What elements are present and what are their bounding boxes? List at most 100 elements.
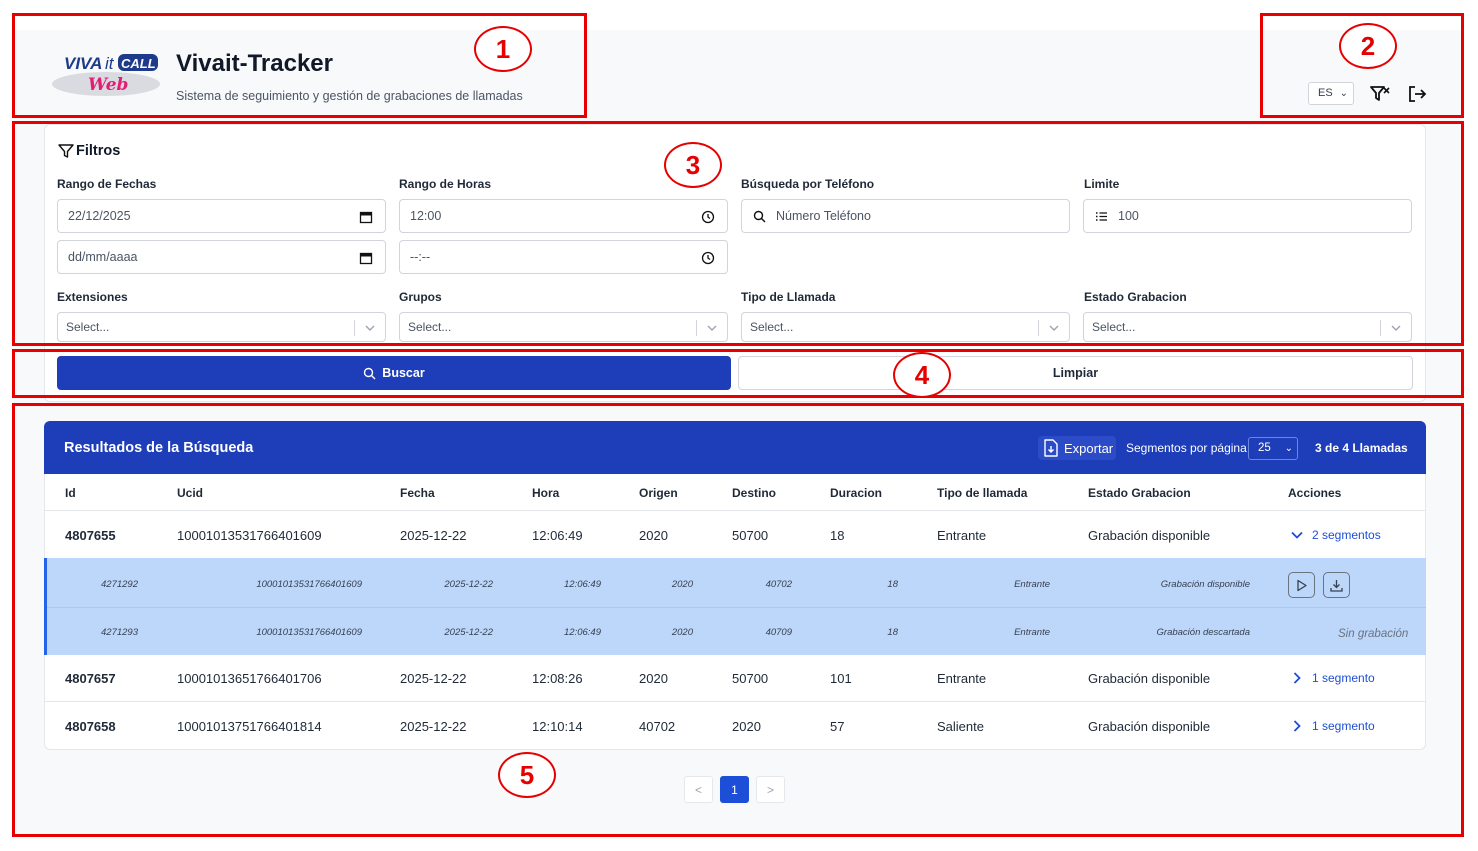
segment-estado: Grabación descartada (1156, 627, 1250, 638)
phone-search-input[interactable]: Número Teléfono (741, 199, 1070, 233)
annotation-box-2 (1260, 13, 1464, 118)
segment-origen: 2020 (671, 579, 693, 590)
cell-ucid: 10001013531766401609 (177, 528, 322, 543)
column-header-estado[interactable]: Estado Grabacion (1088, 486, 1191, 500)
segment-tipo: Entrante (1014, 627, 1050, 638)
phone-search-placeholder: Número Teléfono (776, 209, 871, 223)
search-icon (364, 367, 376, 379)
segments-per-page-select[interactable]: 25 ⌄ (1248, 437, 1298, 460)
column-header-id[interactable]: Id (65, 486, 76, 500)
cell-origen: 2020 (639, 671, 668, 686)
segments-per-page-value: 25 (1258, 442, 1271, 454)
cell-destino: 50700 (732, 671, 769, 686)
clear-filter-icon[interactable] (1369, 83, 1391, 105)
column-header-origen[interactable]: Origen (639, 486, 678, 500)
annotation-box-4 (12, 349, 1464, 398)
time-to-placeholder: --:-- (410, 250, 431, 264)
calendar-icon[interactable] (359, 210, 373, 224)
groups-select[interactable]: Select... (399, 312, 728, 342)
annotation-box-3 (12, 121, 1464, 346)
cell-duracion: 101 (830, 671, 852, 686)
calendar-icon[interactable] (359, 251, 373, 265)
pagination-prev-button[interactable]: < (684, 776, 713, 803)
chevron-down-icon (707, 325, 717, 331)
expand-segments-button[interactable]: 1 segmento (1290, 671, 1375, 685)
time-to-input[interactable]: --:-- (399, 240, 728, 274)
column-header-hora[interactable]: Hora (532, 486, 560, 500)
column-header-fecha[interactable]: Fecha (400, 486, 435, 500)
annotation-number-5: 5 (498, 752, 556, 798)
segment-duracion: 18 (887, 627, 898, 638)
extensions-placeholder: Select... (66, 320, 110, 334)
segment-ucid: 10001013531766401609 (256, 579, 362, 590)
cell-fecha: 2025-12-22 (400, 719, 467, 734)
play-button[interactable] (1288, 572, 1315, 598)
cell-origen: 40702 (639, 719, 676, 734)
language-value: ES (1318, 87, 1333, 99)
expand-segments-button[interactable]: 2 segmentos (1290, 528, 1381, 542)
filters-card (44, 124, 1426, 402)
clear-button[interactable]: Limpiar (738, 356, 1413, 390)
recording-status-label: Estado Grabacion (1084, 290, 1187, 304)
column-header-duracion[interactable]: Duracion (830, 486, 883, 500)
row-divider (44, 701, 1426, 702)
select-separator (1038, 320, 1039, 336)
segment-id: 4271292 (101, 579, 138, 590)
filters-title: Filtros (58, 143, 120, 159)
time-range-label: Rango de Horas (399, 177, 492, 191)
date-range-label: Rango de Fechas (57, 177, 157, 191)
date-to-input[interactable]: dd/mm/aaaa (57, 240, 386, 274)
column-header-tipo[interactable]: Tipo de llamada (937, 486, 1028, 500)
clock-icon[interactable] (701, 210, 715, 224)
recording-status-select[interactable]: Select... (1083, 312, 1412, 342)
column-header-destino[interactable]: Destino (732, 486, 777, 500)
segment-id: 4271293 (101, 627, 138, 638)
call-type-select[interactable]: Select... (741, 312, 1070, 342)
column-header-ucid[interactable]: Ucid (177, 486, 204, 500)
cell-hora: 12:10:14 (532, 719, 583, 734)
cell-duracion: 18 (830, 528, 845, 543)
segments-link-label: 1 segmento (1312, 671, 1375, 685)
segment-fecha: 2025-12-22 (444, 627, 493, 638)
phone-search-label: Búsqueda por Teléfono (741, 177, 875, 191)
results-title: Resultados de la Búsqueda (64, 440, 254, 456)
column-header-acciones: Acciones (1288, 486, 1342, 500)
limit-input[interactable]: 100 (1083, 199, 1412, 233)
date-from-input[interactable]: 22/12/2025 (57, 199, 386, 233)
pagination-page-button[interactable]: 1 (720, 776, 749, 803)
time-from-input[interactable]: 12:00 (399, 199, 728, 233)
search-icon (753, 210, 766, 223)
cell-tipo: Entrante (937, 528, 987, 543)
segment-tipo: Entrante (1014, 579, 1050, 590)
chevron-down-icon (365, 325, 375, 331)
cell-destino: 2020 (732, 719, 761, 734)
vivait-logo: VIVA it CALL Web (52, 54, 160, 96)
logout-icon[interactable] (1406, 83, 1428, 105)
export-button[interactable]: Exportar (1038, 436, 1116, 460)
segment-destino: 40702 (765, 579, 792, 590)
expand-segments-button[interactable]: 1 segmento (1290, 719, 1375, 733)
time-from-value: 12:00 (410, 209, 442, 223)
cell-id: 4807655 (65, 528, 116, 543)
segments-per-page-label: Segmentos por página (1126, 441, 1247, 455)
limit-label: Limite (1084, 177, 1120, 191)
segment-ucid: 10001013531766401609 (256, 627, 362, 638)
clock-icon[interactable] (701, 251, 715, 265)
app-subtitle: Sistema de seguimiento y gestión de grab… (176, 89, 523, 103)
language-select[interactable]: ES ⌄ (1308, 82, 1354, 105)
date-from-value: 22/12/2025 (68, 209, 131, 223)
cell-origen: 2020 (639, 528, 668, 543)
clear-button-label: Limpiar (1052, 366, 1099, 380)
cell-id: 4807658 (65, 719, 116, 734)
extensions-select[interactable]: Select... (57, 312, 386, 342)
download-button[interactable] (1323, 572, 1350, 598)
pagination-next-button[interactable]: > (756, 776, 785, 803)
list-icon (1096, 212, 1107, 221)
annotation-number-3: 3 (664, 142, 722, 188)
groups-placeholder: Select... (408, 320, 452, 334)
segment-hora: 12:06:49 (564, 579, 601, 590)
search-button[interactable]: Buscar (57, 356, 731, 390)
annotation-number-2: 2 (1339, 23, 1397, 69)
cell-duracion: 57 (830, 719, 845, 734)
segments-panel (44, 558, 1426, 655)
